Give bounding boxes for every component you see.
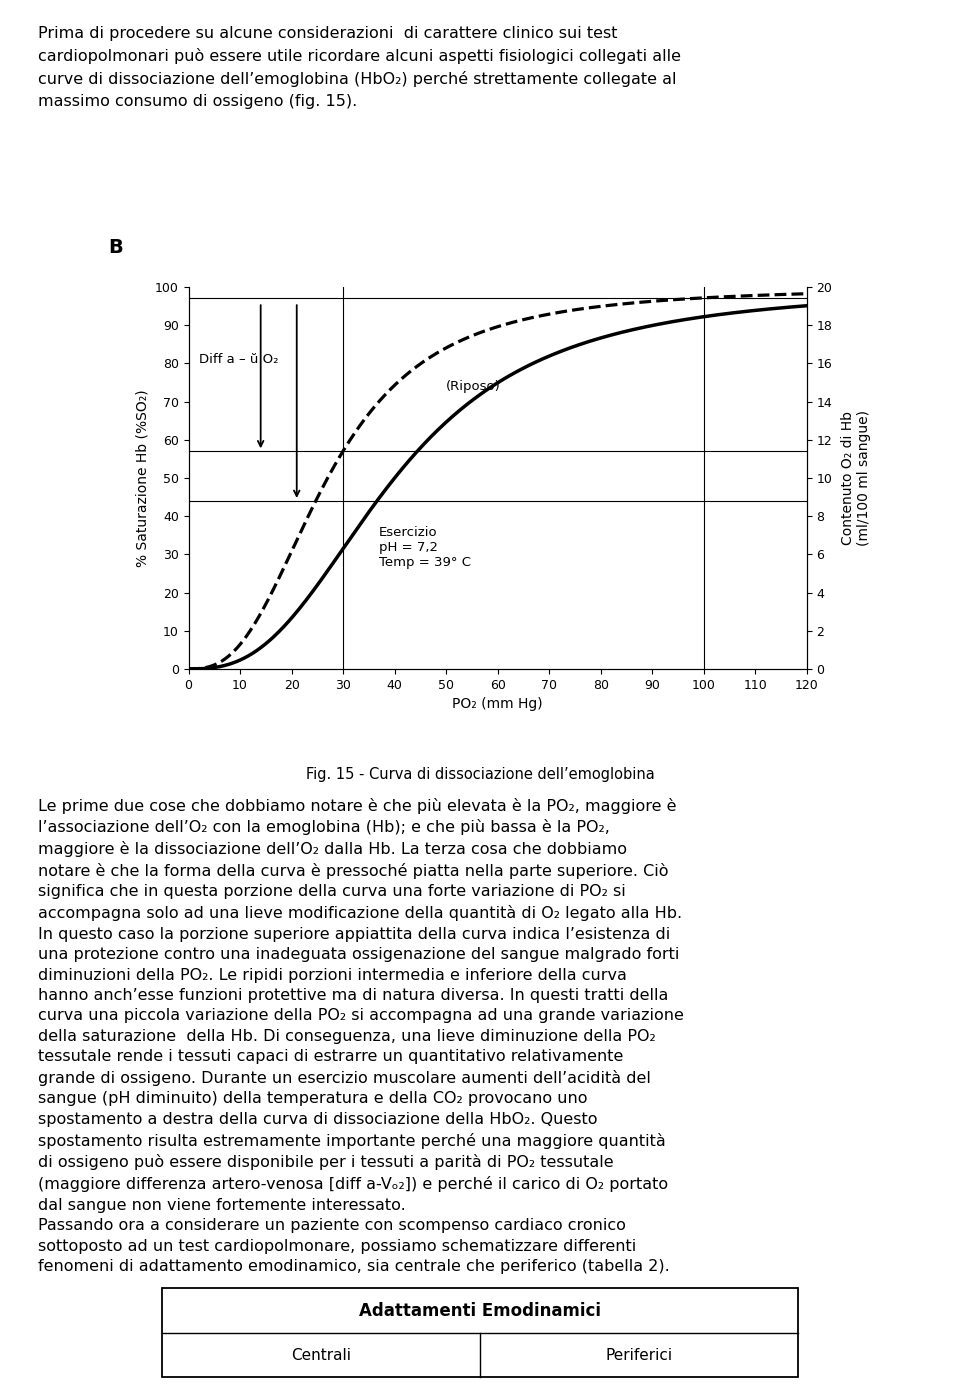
Y-axis label: % Saturazione Hb (%SO₂): % Saturazione Hb (%SO₂)	[135, 389, 150, 567]
Text: Periferici: Periferici	[606, 1348, 673, 1362]
Text: Prima di procedere su alcune considerazioni  di carattere clinico sui test
cardi: Prima di procedere su alcune considerazi…	[38, 25, 682, 109]
Text: Esercizio
pH = 7,2
Temp = 39° C: Esercizio pH = 7,2 Temp = 39° C	[379, 526, 471, 568]
Text: Fig. 15 - Curva di dissociazione dell’emoglobina: Fig. 15 - Curva di dissociazione dell’em…	[305, 767, 655, 783]
Text: Diff a – ŭ O₂: Diff a – ŭ O₂	[199, 353, 278, 367]
Text: B: B	[108, 238, 123, 256]
Text: (Riposo): (Riposo)	[446, 381, 501, 393]
Text: Le prime due cose che dobbiamo notare è che più elevata è la PO₂, maggiore è
l’a: Le prime due cose che dobbiamo notare è …	[38, 798, 684, 1274]
X-axis label: PO₂ (mm Hg): PO₂ (mm Hg)	[452, 697, 543, 711]
Text: Centrali: Centrali	[291, 1348, 351, 1362]
Text: Adattamenti Emodinamici: Adattamenti Emodinamici	[359, 1302, 601, 1320]
Y-axis label: Contenuto O₂ di Hb
(ml/100 ml sangue): Contenuto O₂ di Hb (ml/100 ml sangue)	[841, 410, 871, 546]
Bar	[162, 1288, 798, 1378]
